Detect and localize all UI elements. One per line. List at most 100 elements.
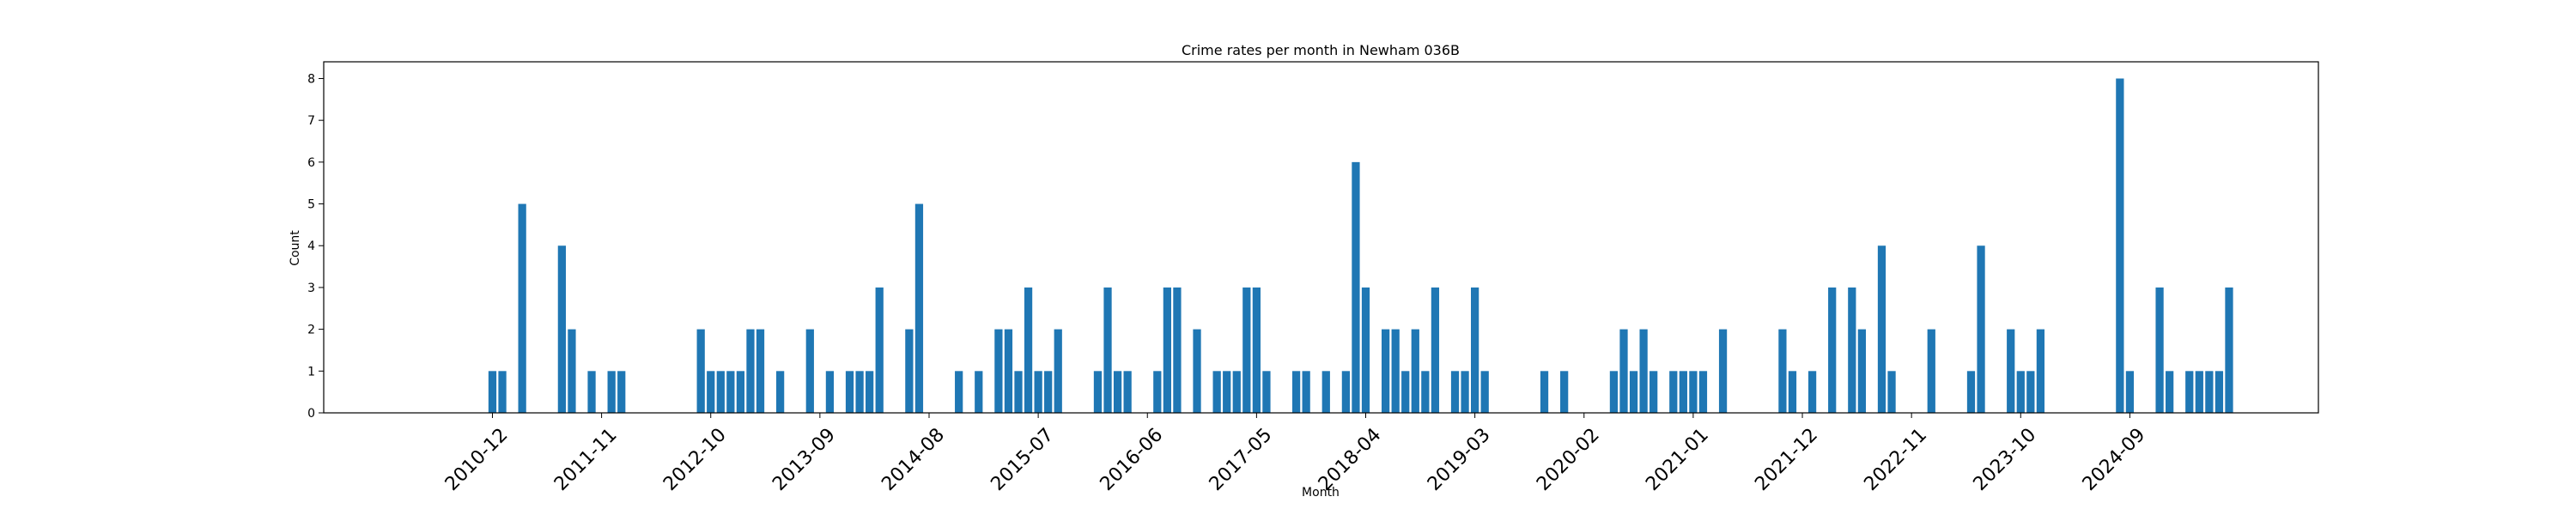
plot-frame <box>323 61 2319 414</box>
bar-2012-01 <box>617 371 626 413</box>
bar-2013-10 <box>825 371 835 413</box>
bar-2019-04 <box>1480 371 1489 413</box>
bar-2018-10 <box>1421 371 1430 413</box>
bar-2023-10 <box>2016 371 2025 413</box>
bar-2015-03 <box>994 329 1003 413</box>
bar-2018-07 <box>1391 329 1400 413</box>
bar-2020-11 <box>1669 371 1678 413</box>
bar-2010-12 <box>488 371 497 413</box>
bar-2011-10 <box>587 371 596 413</box>
bar-2023-09 <box>2007 329 2015 413</box>
bar-2018-11 <box>1431 287 1440 413</box>
bar-2016-11 <box>1193 329 1201 413</box>
bar-2017-05 <box>1252 287 1261 413</box>
bar-2020-07 <box>1629 371 1638 413</box>
y-tick-label: 5 <box>307 198 315 212</box>
bars-group <box>488 78 2233 414</box>
y-tick-label: 1 <box>307 365 315 379</box>
bar-2017-01 <box>1212 371 1221 413</box>
bar-2011-03 <box>518 203 526 413</box>
bar-2018-09 <box>1411 329 1419 413</box>
bar-2025-07 <box>2225 287 2233 413</box>
y-axis-label: Count <box>289 230 302 266</box>
bar-2024-12 <box>2155 287 2164 413</box>
bar-2025-05 <box>2205 371 2214 413</box>
bar-2024-08 <box>2116 78 2124 413</box>
bar-2018-02 <box>1341 371 1351 413</box>
bar-2013-12 <box>845 371 854 413</box>
bar-2022-09 <box>1887 371 1896 413</box>
bar-2012-09 <box>696 329 705 413</box>
bar-2022-01 <box>1807 371 1817 413</box>
bar-2016-09 <box>1173 287 1182 413</box>
bar-2025-01 <box>2166 371 2174 413</box>
bar-2015-01 <box>975 371 983 413</box>
bar-2011-01 <box>498 371 507 413</box>
bar-2012-10 <box>707 371 715 413</box>
y-tick-label: 8 <box>307 72 315 86</box>
bar-2023-01 <box>1927 329 1935 413</box>
bar-2021-04 <box>1718 329 1728 413</box>
bar-2016-02 <box>1103 287 1112 413</box>
bar-2021-11 <box>1788 371 1797 413</box>
bar-2012-11 <box>716 371 725 413</box>
bar-2017-02 <box>1223 371 1231 413</box>
bar-2019-03 <box>1471 287 1479 413</box>
bar-2017-09 <box>1291 371 1301 413</box>
bar-2013-03 <box>756 329 765 413</box>
y-tick-label: 7 <box>307 114 315 128</box>
bar-2014-11 <box>955 371 963 413</box>
bar-2016-08 <box>1163 287 1171 413</box>
bar-2014-07 <box>914 203 924 413</box>
bar-2015-06 <box>1024 287 1033 413</box>
bar-2016-01 <box>1093 371 1103 413</box>
y-tick-label: 6 <box>307 156 315 170</box>
bar-2022-05 <box>1848 287 1856 413</box>
bar-2021-02 <box>1698 371 1708 413</box>
bar-2016-03 <box>1113 371 1122 413</box>
y-tick-label: 0 <box>307 407 315 421</box>
bar-2015-07 <box>1034 371 1042 413</box>
bar-2015-09 <box>1054 329 1062 413</box>
bar-2020-12 <box>1679 371 1687 413</box>
y-axis: 0 1 2 3 4 5 6 7 8 <box>307 72 324 421</box>
bar-2023-12 <box>2036 329 2045 413</box>
bar-2016-07 <box>1153 371 1162 413</box>
bar-2023-06 <box>1977 245 1985 413</box>
bar-2016-04 <box>1123 371 1132 413</box>
bar-2022-08 <box>1877 245 1886 413</box>
bar-2018-04 <box>1361 287 1370 413</box>
bar-2017-03 <box>1232 371 1241 413</box>
bar-2021-01 <box>1689 371 1698 413</box>
bar-2017-04 <box>1242 287 1251 413</box>
bar-2013-01 <box>736 371 745 413</box>
bar-2013-02 <box>746 329 755 413</box>
bar-2023-05 <box>1966 371 1976 413</box>
bar-2023-11 <box>2026 371 2035 413</box>
bar-2021-10 <box>1778 329 1787 413</box>
bar-2017-10 <box>1302 371 1310 413</box>
bar-2011-12 <box>607 371 616 413</box>
chart-title: Crime rates per month in Newham 036B <box>1182 42 1460 58</box>
bar-2020-06 <box>1619 329 1628 413</box>
bar-2014-06 <box>905 329 914 413</box>
bar-2011-08 <box>568 329 576 413</box>
bar-2020-09 <box>1649 371 1658 413</box>
bar-2019-02 <box>1461 371 1469 413</box>
bar-2015-08 <box>1044 371 1053 413</box>
bar-2011-07 <box>557 245 566 413</box>
bar-2018-03 <box>1352 161 1360 414</box>
bar-2019-12 <box>1560 371 1569 413</box>
bar-2015-05 <box>1014 371 1023 413</box>
bar-2014-02 <box>866 371 874 413</box>
bar-2020-08 <box>1639 329 1648 413</box>
bar-2019-10 <box>1540 371 1549 413</box>
bar-2014-01 <box>855 371 864 413</box>
bar-2024-09 <box>2125 371 2135 413</box>
bar-2018-06 <box>1382 329 1390 413</box>
bar-2013-08 <box>805 329 814 413</box>
x-axis-label: Month <box>1302 486 1340 500</box>
bar-2019-01 <box>1450 371 1460 413</box>
